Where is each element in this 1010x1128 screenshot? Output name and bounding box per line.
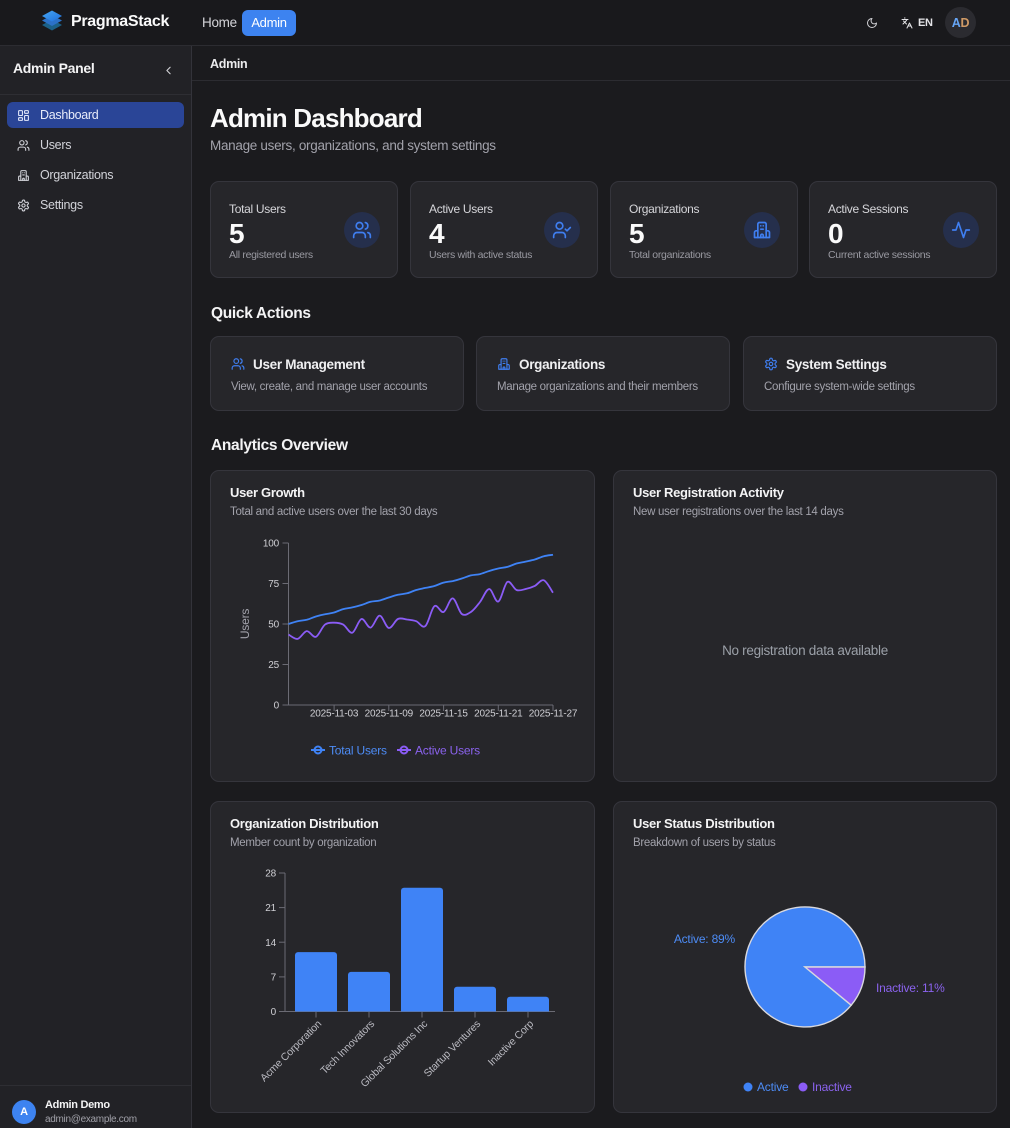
svg-text:Total Users: Total Users — [329, 744, 387, 758]
svg-text:Inactive Corp: Inactive Corp — [486, 1018, 537, 1069]
svg-text:Tech Innovators: Tech Innovators — [318, 1018, 377, 1077]
svg-text:Inactive: 11%: Inactive: 11% — [876, 981, 945, 995]
svg-text:7: 7 — [271, 972, 277, 983]
svg-text:75: 75 — [268, 579, 279, 590]
svg-text:Active: Active — [757, 1080, 789, 1094]
svg-text:Acme Corporation: Acme Corporation — [258, 1018, 324, 1084]
svg-text:2025-11-27: 2025-11-27 — [529, 709, 578, 720]
svg-text:Inactive: Inactive — [812, 1080, 852, 1094]
svg-text:2025-11-03: 2025-11-03 — [310, 709, 359, 720]
svg-text:100: 100 — [263, 539, 280, 550]
svg-text:25: 25 — [268, 660, 279, 671]
svg-text:2025-11-21: 2025-11-21 — [474, 709, 523, 720]
svg-text:Active Users: Active Users — [415, 744, 480, 758]
svg-text:0: 0 — [274, 701, 280, 712]
svg-text:21: 21 — [265, 903, 276, 914]
svg-text:Users: Users — [238, 609, 252, 640]
svg-text:Startup Ventures: Startup Ventures — [422, 1018, 484, 1080]
svg-text:50: 50 — [268, 620, 279, 631]
svg-text:0: 0 — [271, 1007, 277, 1018]
svg-text:Active: 89%: Active: 89% — [674, 932, 736, 946]
svg-text:14: 14 — [265, 938, 276, 949]
svg-text:2025-11-09: 2025-11-09 — [365, 709, 414, 720]
svg-text:2025-11-15: 2025-11-15 — [419, 709, 468, 720]
svg-text:28: 28 — [265, 869, 276, 880]
